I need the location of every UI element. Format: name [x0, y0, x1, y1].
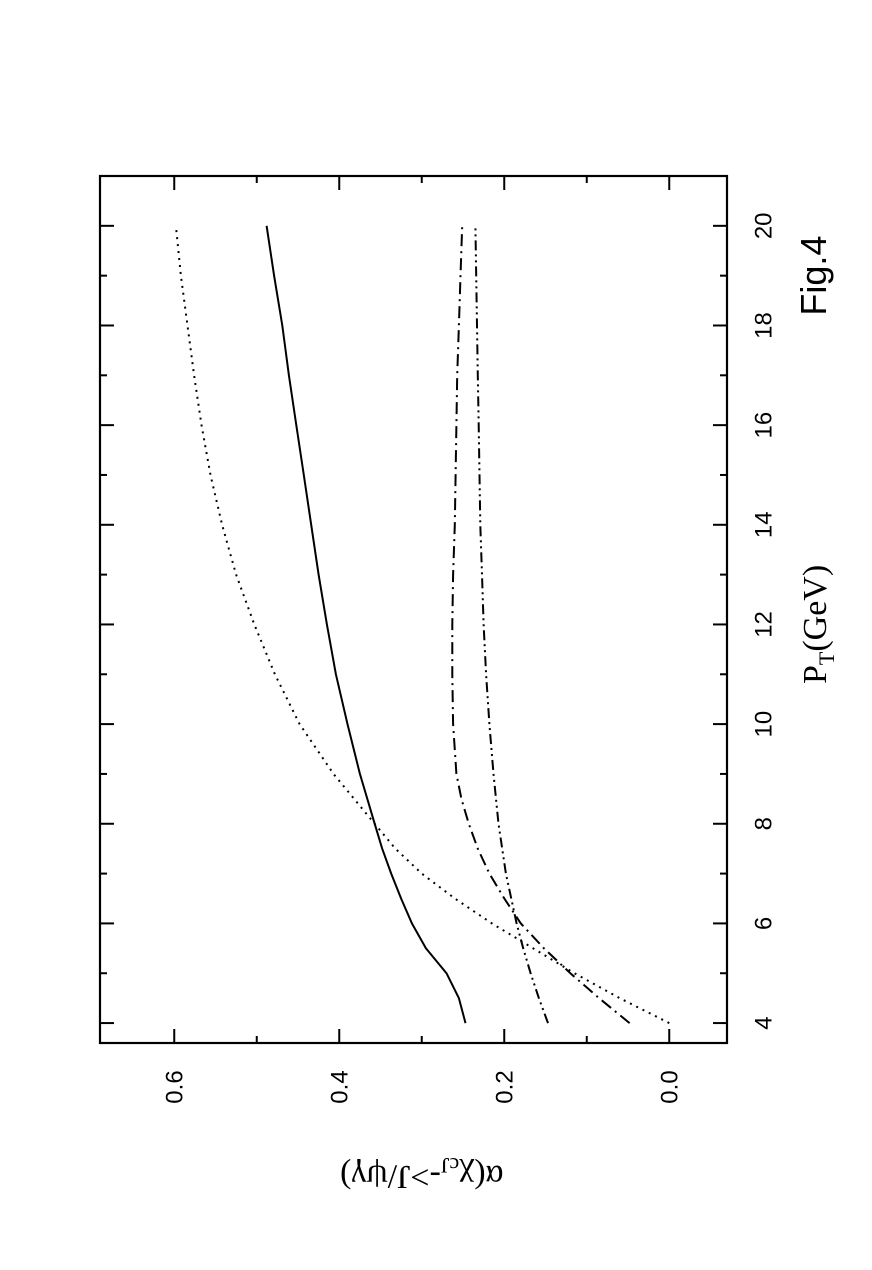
x-axis-title: PT(GeV) [797, 565, 839, 684]
y-axis-title-subscript: cJ [440, 1153, 459, 1178]
x-axis-title-subscript: T [814, 651, 839, 665]
series-line-solid [265, 225, 467, 1024]
series-line-dotted [174, 225, 670, 1024]
y-tick-label: 0.4 [327, 1070, 354, 1103]
y-axis-title-suffix: ->J/ψγ) [340, 1158, 441, 1195]
x-tick-label: 18 [750, 312, 777, 339]
plot-frame [98, 174, 729, 1045]
plot-area: 4 6 8 10 12 14 16 18 20 0.0 0.2 0.4 0.6 [98, 174, 778, 1104]
series-layer [174, 225, 670, 1024]
figure-label: Fig.4 [793, 236, 834, 316]
x-tick-label: 20 [750, 212, 777, 239]
y-axis-title: α(χcJ->J/ψγ) [340, 1153, 503, 1195]
x-axis-title-main: P [797, 665, 834, 684]
y-tick-label: 0.0 [657, 1070, 684, 1103]
y-axis-title-prefix: α(χ [459, 1158, 503, 1195]
x-tick-label: 12 [750, 611, 777, 638]
x-tick-label: 6 [750, 917, 777, 930]
series-line-dash-dot-dot [474, 225, 549, 1024]
series-line-dash-dot [451, 225, 631, 1024]
x-tick-label: 4 [750, 1016, 777, 1029]
x-axis-title-unit: (GeV) [797, 565, 834, 652]
x-tick-label: 10 [750, 711, 777, 738]
y-tick-label: 0.6 [162, 1070, 189, 1103]
tick-labels: 4 6 8 10 12 14 16 18 20 0.0 0.2 0.4 0.6 [162, 212, 778, 1103]
x-tick-label: 16 [750, 412, 777, 439]
x-tick-label: 14 [750, 511, 777, 538]
y-tick-label: 0.2 [492, 1070, 519, 1103]
axis-ticks [100, 175, 727, 1043]
x-tick-label: 8 [750, 817, 777, 830]
